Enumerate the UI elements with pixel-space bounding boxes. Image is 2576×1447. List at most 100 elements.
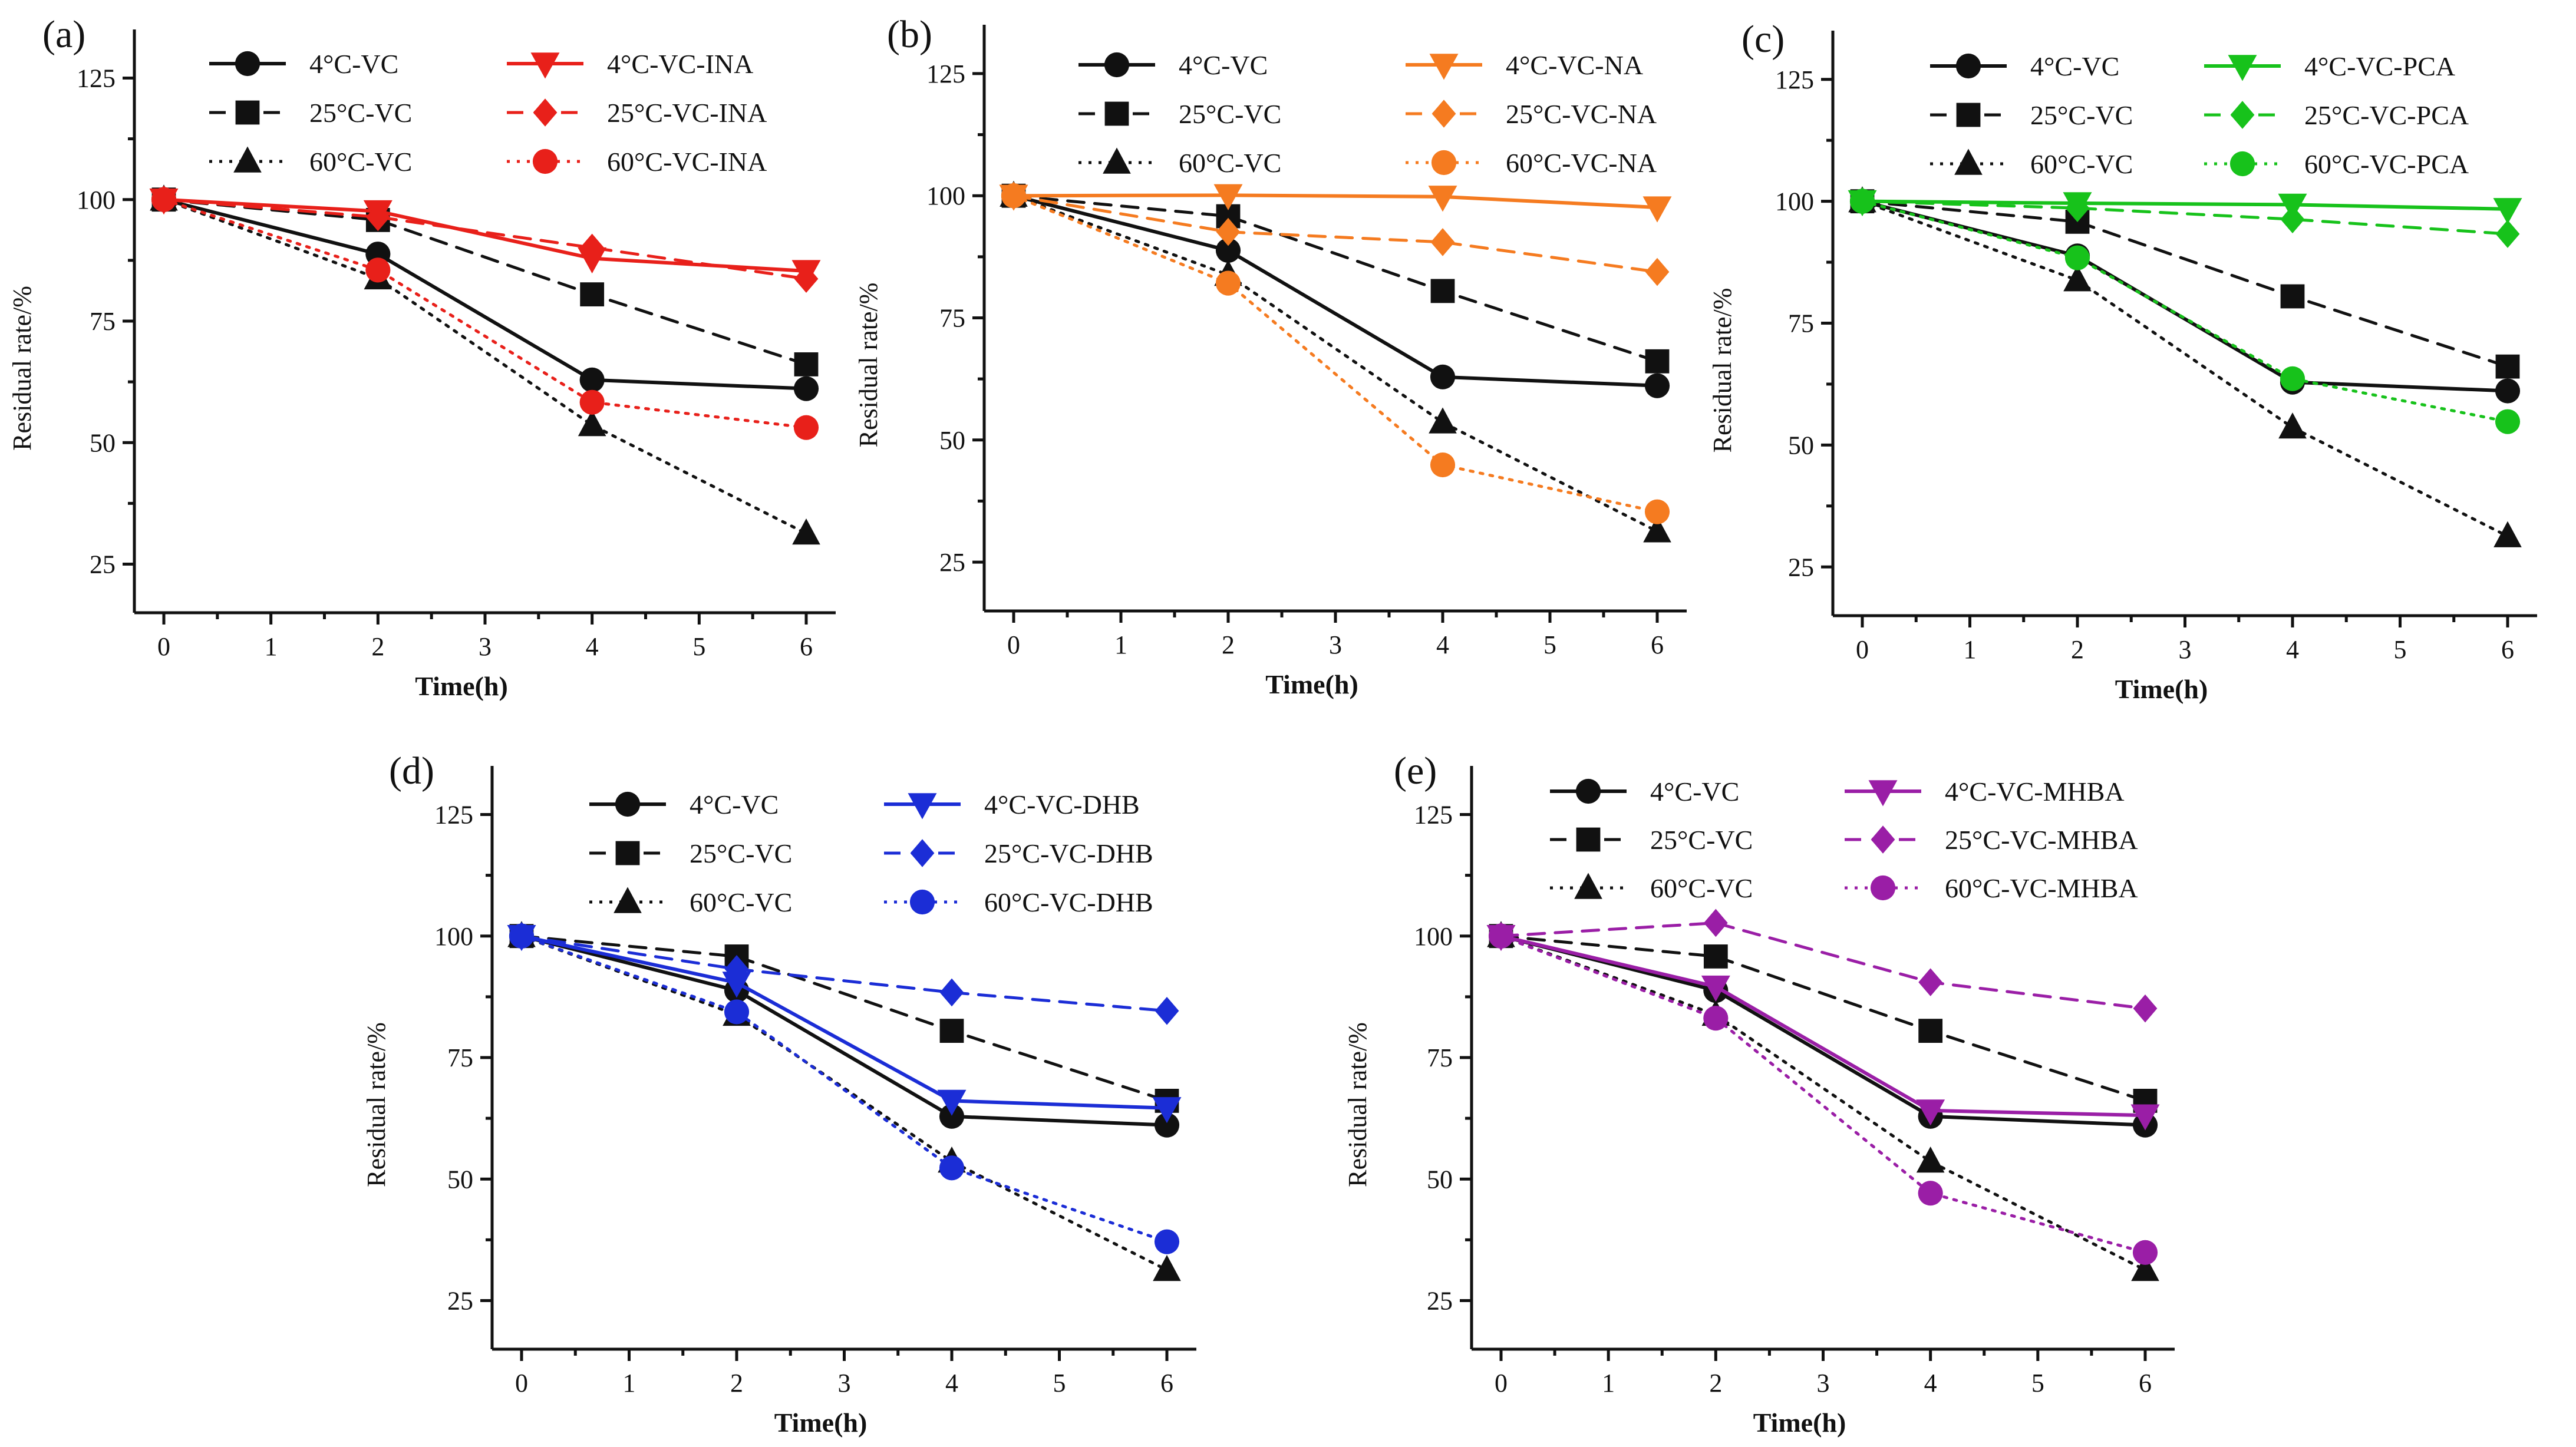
legend-item: 25°C-VC-DHB xyxy=(884,838,1153,868)
legend-item: 60°C-VC-PCA xyxy=(2204,149,2469,179)
data-point xyxy=(1430,364,1456,389)
legend-item: 60°C-VC xyxy=(1930,148,2133,179)
series-25c-vc-mhba xyxy=(1489,908,2158,1023)
legend-label: 4°C-VC-DHB xyxy=(984,789,1140,820)
x-tick-label: 5 xyxy=(692,632,705,661)
legend-label: 25°C-VC xyxy=(690,838,792,868)
legend-item: 25°C-VC xyxy=(589,838,792,868)
y-tick-label: 125 xyxy=(1414,801,1453,830)
x-tick-label: 5 xyxy=(1053,1369,1066,1398)
data-point xyxy=(1644,373,1670,398)
data-point xyxy=(1430,452,1456,478)
data-point xyxy=(1643,516,1671,543)
legend-swatch-marker xyxy=(1954,148,1983,175)
legend-swatch-marker xyxy=(614,887,642,913)
x-tick-label: 2 xyxy=(1222,630,1235,659)
series-line xyxy=(1012,194,1659,514)
series-line xyxy=(520,934,1169,1127)
y-tick-label: 100 xyxy=(1775,187,1814,216)
y-tick-label: 125 xyxy=(77,64,116,93)
data-point xyxy=(580,233,605,262)
x-tick-label: 3 xyxy=(479,632,492,661)
legend-label: 4°C-VC xyxy=(690,789,779,820)
legend-label: 60°C-VC xyxy=(690,887,792,917)
series-4c-vc xyxy=(151,187,819,401)
x-tick-label: 4 xyxy=(945,1369,958,1398)
x-tick-label: 4 xyxy=(1436,630,1449,659)
x-axis-label: Time(h) xyxy=(1265,669,1358,699)
x-tick-label: 4 xyxy=(586,632,599,661)
data-point xyxy=(1488,923,1514,949)
data-point xyxy=(151,187,177,212)
series-4c-vc xyxy=(1001,183,1670,398)
data-point xyxy=(793,415,819,440)
data-point xyxy=(2278,412,2307,439)
data-point xyxy=(2493,521,2522,547)
legend-label: 60°C-VC-INA xyxy=(607,147,767,177)
data-point xyxy=(793,376,819,401)
legend-swatch-marker xyxy=(1871,825,1895,854)
y-tick-label: 25 xyxy=(447,1287,473,1316)
y-tick-label: 25 xyxy=(939,548,965,577)
series-line xyxy=(1861,200,2509,236)
data-point xyxy=(1154,1112,1180,1138)
x-tick-label: 0 xyxy=(1007,630,1020,659)
legend-item: 25°C-VC-PCA xyxy=(2204,100,2469,130)
data-point xyxy=(1849,189,1875,214)
series-line xyxy=(162,197,808,273)
data-point xyxy=(2063,265,2092,292)
series-25c-vc xyxy=(509,924,1179,1113)
series-line xyxy=(1012,194,1659,533)
y-tick-label: 50 xyxy=(939,426,965,455)
legend-swatch-marker xyxy=(533,98,558,127)
series-line xyxy=(162,197,808,391)
data-point xyxy=(1152,1097,1182,1124)
y-tick-label: 125 xyxy=(926,60,965,88)
series-4c-vc-pca xyxy=(1848,190,2522,224)
y-tick-label: 50 xyxy=(1788,431,1814,460)
legend-swatch-marker xyxy=(1575,778,1601,804)
legend-label: 60°C-VC xyxy=(2030,149,2133,179)
panel-label: (c) xyxy=(1741,18,1785,61)
legend-label: 4°C-VC xyxy=(1650,777,1739,807)
data-point xyxy=(2495,378,2521,404)
data-point xyxy=(1430,228,1455,256)
x-axis-label: Time(h) xyxy=(415,671,508,701)
legend-swatch-marker xyxy=(235,100,260,125)
data-point xyxy=(1918,968,1943,996)
series-line xyxy=(1499,921,2147,1010)
data-point xyxy=(937,1089,967,1116)
series-60c-vc-na xyxy=(1001,183,1670,524)
series-line xyxy=(1499,934,2147,1102)
series-60c-vc xyxy=(1000,180,1671,543)
legend-label: 25°C-VC xyxy=(2030,100,2133,130)
data-point xyxy=(794,352,819,376)
data-point xyxy=(1918,1019,1943,1043)
legend-label: 25°C-VC-INA xyxy=(607,98,767,128)
legend-item: 4°C-VC xyxy=(589,789,779,820)
x-axis-label: Time(h) xyxy=(774,1408,868,1438)
y-tick-label: 75 xyxy=(1788,309,1814,338)
series-line xyxy=(1012,193,1659,210)
legend-label: 25°C-VC xyxy=(309,98,412,128)
legend-item: 4°C-VC-PCA xyxy=(2204,51,2455,81)
series-line xyxy=(162,198,808,280)
x-tick-label: 4 xyxy=(1924,1369,1937,1398)
data-point xyxy=(579,389,605,415)
x-tick-label: 6 xyxy=(1651,630,1664,659)
data-point xyxy=(1215,270,1241,296)
y-tick-label: 25 xyxy=(90,550,116,579)
series-line xyxy=(520,934,1169,1102)
legend-item: 60°C-VC-MHBA xyxy=(1845,873,2138,903)
legend-item: 4°C-VC xyxy=(1550,777,1739,807)
data-point xyxy=(1703,908,1728,937)
chart-panel-d: (d) 0 1 2 3 4 5 6 25 50 75 100 125 Time(h) Residual ra… xyxy=(362,749,1196,1438)
data-point xyxy=(1701,975,1730,1002)
legend-label: 60°C-VC xyxy=(1179,148,1281,178)
legend-label: 4°C-VC-PCA xyxy=(2304,51,2455,81)
data-point xyxy=(794,265,819,293)
y-axis-label: Residual rate/% xyxy=(1343,1022,1372,1187)
series-60c-vc xyxy=(150,184,820,545)
legend-item: 25°C-VC xyxy=(1078,99,1281,129)
